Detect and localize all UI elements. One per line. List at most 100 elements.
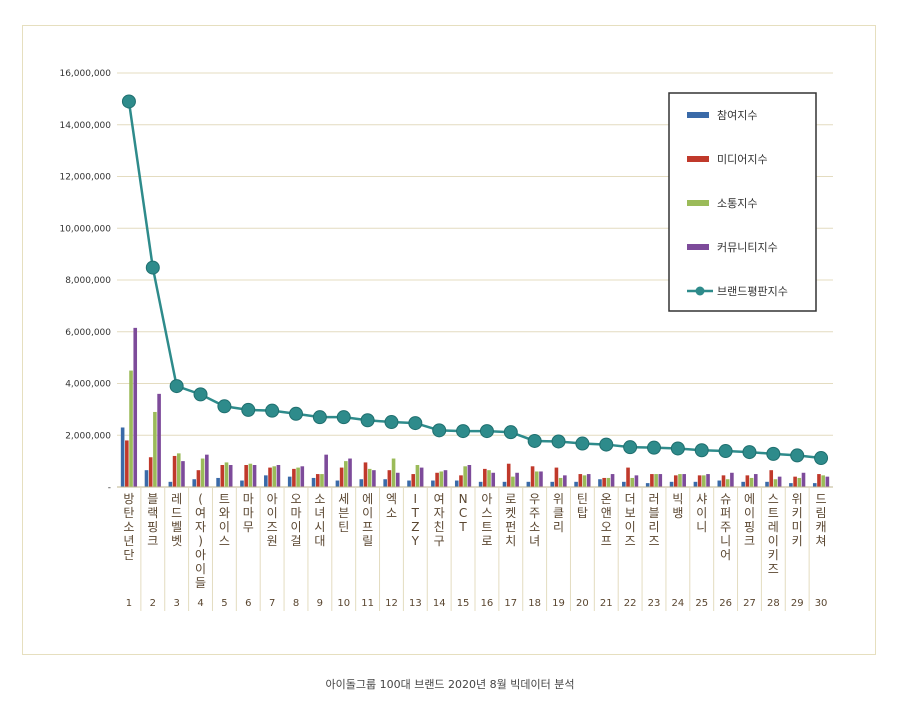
bar-소통지수 xyxy=(606,477,611,487)
bar-소통지수 xyxy=(439,471,444,487)
brand-reputation-chart: 16,000,00014,000,00012,000,00010,000,000… xyxy=(59,69,833,611)
bar-참여지수 xyxy=(526,481,531,487)
bar-참여지수 xyxy=(669,481,674,487)
rank-label: 22 xyxy=(624,598,637,609)
x-axis-labels: 방 탄 소 년 단 1 블 랙 핑 크 2 레 드 벨 벳 3 (여 자) 아 이 들 4 트 와 이 스 5 마 마 무 6 아 이 즈 원 7 오 마… xyxy=(117,486,833,611)
rank-label: 1 xyxy=(126,598,132,609)
y-tick-label: 4,000,000 xyxy=(65,380,111,390)
bar-소통지수 xyxy=(630,477,635,487)
bar-커뮤니티지수 xyxy=(539,471,543,487)
line-point xyxy=(384,415,399,430)
line-point xyxy=(169,379,184,394)
bar-참여지수 xyxy=(454,480,459,487)
line-point xyxy=(814,451,829,466)
bar-미디어지수 xyxy=(602,477,606,487)
line-point xyxy=(790,448,805,463)
bar-참여지수 xyxy=(287,476,292,487)
bar-커뮤니티지수 xyxy=(133,327,138,487)
bar-참여지수 xyxy=(550,481,555,487)
rank-label: 9 xyxy=(317,598,323,609)
bar-소통지수 xyxy=(391,458,396,487)
bar-참여지수 xyxy=(431,480,435,487)
legend-label: 커뮤니티지수 xyxy=(717,241,778,254)
y-axis-ticks: 16,000,000 14,000,000 12,000,000 10,000,000… xyxy=(59,69,111,493)
bar-커뮤니티지수 xyxy=(181,461,185,487)
line-point xyxy=(479,424,494,439)
line-point xyxy=(742,445,757,460)
bar-커뮤니티지수 xyxy=(515,472,519,487)
bar-소통지수 xyxy=(702,475,706,487)
bar-참여지수 xyxy=(741,481,745,487)
bar-미디어지수 xyxy=(196,470,201,487)
bar-미디어지수 xyxy=(697,475,702,487)
chart-caption: 아이돌그룹 100대 브랜드 2020년 8월 빅데이터 분석 xyxy=(325,678,575,691)
rank-label: 16 xyxy=(481,598,494,609)
y-tick-label: 10,000,000 xyxy=(59,224,111,234)
bar-소통지수 xyxy=(797,477,802,487)
line-point xyxy=(718,444,733,459)
line-point xyxy=(551,434,566,449)
bar-미디어지수 xyxy=(673,475,678,487)
bar-미디어지수 xyxy=(292,468,296,487)
bar-미디어지수 xyxy=(721,475,726,487)
bar-커뮤니티지수 xyxy=(777,476,782,487)
rank-label: 25 xyxy=(695,598,708,609)
rank-label: 23 xyxy=(648,598,661,609)
rank-label: 13 xyxy=(409,598,422,609)
bar-참여지수 xyxy=(168,481,173,487)
bar-미디어지수 xyxy=(411,474,416,487)
rank-label: 17 xyxy=(504,598,517,609)
rank-label: 8 xyxy=(293,598,299,609)
line-point xyxy=(312,410,327,425)
line-point xyxy=(360,413,375,428)
bar-미디어지수 xyxy=(554,467,559,487)
bar-커뮤니티지수 xyxy=(300,466,305,487)
bar-참여지수 xyxy=(264,475,268,487)
bar-커뮤니티지수 xyxy=(753,474,758,487)
line-point xyxy=(623,440,638,455)
bar-미디어지수 xyxy=(745,475,750,487)
bar-소통지수 xyxy=(725,479,730,487)
line-point xyxy=(408,416,423,431)
bar-소통지수 xyxy=(558,477,563,487)
bar-미디어지수 xyxy=(483,468,487,487)
bar-소통지수 xyxy=(320,474,324,487)
bar-미디어지수 xyxy=(220,465,225,487)
rank-label: 3 xyxy=(173,598,179,609)
bar-미디어지수 xyxy=(125,440,129,487)
bar-미디어지수 xyxy=(650,474,654,487)
bar-소통지수 xyxy=(749,477,754,487)
line-point xyxy=(670,441,685,456)
rank-label: 2 xyxy=(150,598,156,609)
bar-커뮤니티지수 xyxy=(372,470,376,487)
line-point xyxy=(217,399,232,414)
bar-참여지수 xyxy=(335,480,340,487)
bar-미디어지수 xyxy=(363,462,368,487)
line-point xyxy=(456,424,471,439)
rank-label: 11 xyxy=(361,598,374,609)
bar-참여지수 xyxy=(502,481,507,487)
bar-미디어지수 xyxy=(387,470,392,487)
bar-참여지수 xyxy=(598,479,602,487)
bar-커뮤니티지수 xyxy=(157,393,161,487)
line-point xyxy=(575,436,590,451)
bar-소통지수 xyxy=(344,461,348,487)
legend-label: 브랜드평판지수 xyxy=(717,285,788,298)
bar-커뮤니티지수 xyxy=(395,472,400,487)
bar-커뮤니티지수 xyxy=(205,454,209,487)
